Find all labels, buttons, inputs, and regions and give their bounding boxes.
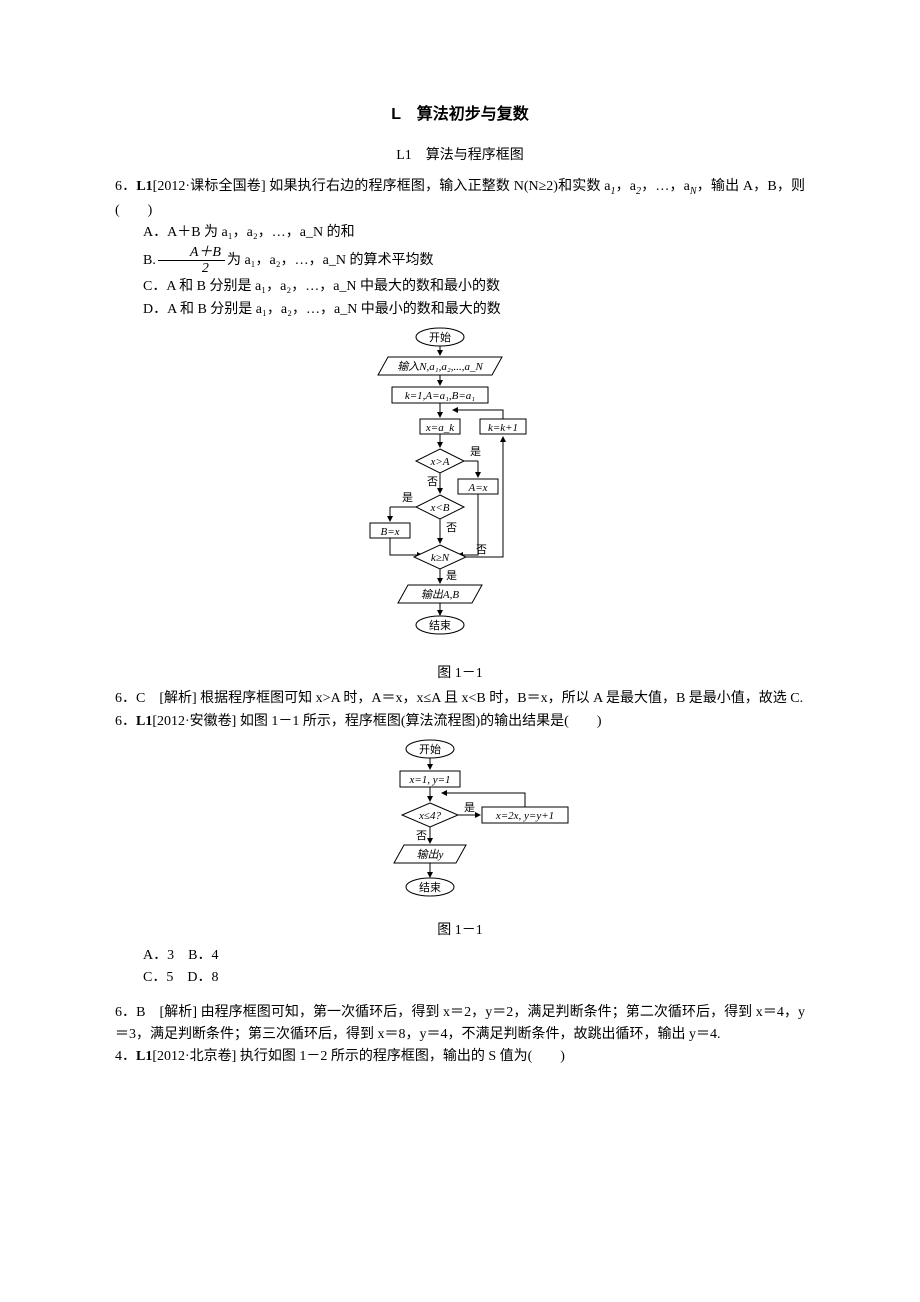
q3-number: 4． bbox=[115, 1049, 136, 1064]
q3-source: [2012·北京卷] bbox=[152, 1049, 236, 1064]
f1-yes-1: 是 bbox=[470, 445, 481, 458]
f2-start: 开始 bbox=[419, 742, 441, 756]
frac-num: A＋B bbox=[158, 245, 225, 261]
q1-source: [2012·课标全国卷] bbox=[153, 179, 266, 194]
q3-text: 执行如图 1－2 所示的程序框图，输出的 S 值为( ) bbox=[236, 1049, 565, 1064]
q1-optD: D．A 和 B 分别是 a₁，a₂，…，a_N 中最小的数和最大的数 bbox=[115, 299, 805, 321]
fraction: A＋B2 bbox=[158, 245, 225, 277]
f2-end: 结束 bbox=[419, 881, 441, 894]
ans1-text: 根据程序框图可知 x>A 时，A＝x，x≤A 且 x<B 时，B＝x，所以 A … bbox=[200, 691, 803, 706]
f2-yes: 是 bbox=[464, 801, 475, 814]
f1-cond-xb: x<B bbox=[429, 502, 449, 514]
f2-no: 否 bbox=[416, 830, 427, 842]
flow1-caption: 图 1－1 bbox=[115, 662, 805, 682]
sub-title: L1 算法与程序框图 bbox=[115, 144, 805, 164]
q1-optB-prefix: B. bbox=[143, 253, 156, 268]
f1-no-2: 否 bbox=[446, 522, 457, 534]
q2-source: [2012·安徽卷] bbox=[152, 714, 236, 729]
ans2-prefix: 6．B [解析] bbox=[115, 1005, 201, 1020]
flowchart-1: 开始 输入N,a₁,a₂,...,a_N k=1,A=a₁,B=a₁ x=a_k… bbox=[115, 325, 805, 660]
q2-tag: L1 bbox=[136, 714, 152, 729]
f1-input: 输入N,a₁,a₂,...,a_N bbox=[397, 360, 483, 373]
f1-assign-x: x=a_k bbox=[425, 422, 455, 434]
f1-end: 结束 bbox=[429, 619, 451, 632]
q2-number: 6． bbox=[115, 714, 136, 729]
f1-yes-3: 是 bbox=[446, 569, 457, 582]
f1-no-1: 否 bbox=[427, 476, 438, 488]
f2-cond: x≤4? bbox=[418, 810, 441, 822]
f2-update: x=2x, y=y+1 bbox=[495, 810, 554, 822]
q1-text-a: 如果执行右边的程序框图，输入正整数 N(N≥2)和实数 a bbox=[266, 179, 611, 194]
q1-stem: 6．L1[2012·课标全国卷] 如果执行右边的程序框图，输入正整数 N(N≥2… bbox=[115, 176, 805, 222]
frac-den: 2 bbox=[158, 261, 225, 276]
ans2-text: 由程序框图可知，第一次循环后，得到 x＝2，y＝2，满足判断条件；第二次循环后，… bbox=[115, 1005, 805, 1042]
f1-assign-a: A=x bbox=[467, 482, 487, 494]
f2-output: 输出y bbox=[417, 848, 444, 861]
q1-optA: A．A＋B 为 a₁，a₂，…，a_N 的和 bbox=[115, 222, 805, 244]
q2-options-row1: A．3 B．4 bbox=[115, 945, 805, 967]
f1-init: k=1,A=a₁,B=a₁ bbox=[405, 390, 475, 402]
f1-output: 输出A,B bbox=[421, 588, 459, 601]
f1-cond-xa: x>A bbox=[429, 456, 449, 468]
f1-start: 开始 bbox=[429, 330, 451, 344]
ans1-prefix: 6．C [解析] bbox=[115, 691, 200, 706]
q2-text: 如图 1－1 所示，程序框图(算法流程图)的输出结果是( ) bbox=[236, 714, 601, 729]
q1-optB-suffix: 为 a₁，a₂，…，a_N 的算术平均数 bbox=[227, 253, 434, 268]
q1-text-c: ，…，a bbox=[641, 179, 690, 194]
q2-stem: 6．L1[2012·安徽卷] 如图 1－1 所示，程序框图(算法流程图)的输出结… bbox=[115, 711, 805, 733]
q1-optC: C．A 和 B 分别是 a₁，a₂，…，a_N 中最大的数和最小的数 bbox=[115, 276, 805, 298]
main-title: L 算法初步与复数 bbox=[115, 100, 805, 124]
flow2-caption: 图 1－1 bbox=[115, 919, 805, 939]
f1-no-3: 否 bbox=[476, 544, 487, 556]
f1-assign-b: B=x bbox=[380, 526, 399, 538]
answer-1: 6．C [解析] 根据程序框图可知 x>A 时，A＝x，x≤A 且 x<B 时，… bbox=[115, 688, 805, 710]
q3-tag: L1 bbox=[136, 1049, 152, 1064]
f1-inc: k=k+1 bbox=[488, 422, 518, 434]
q1-text-b: ，a bbox=[615, 179, 636, 194]
f1-yes-2: 是 bbox=[402, 491, 413, 504]
q1-optB: B.A＋B2为 a₁，a₂，…，a_N 的算术平均数 bbox=[115, 245, 805, 277]
f2-init: x=1, y=1 bbox=[408, 774, 450, 786]
q1-number: 6． bbox=[115, 179, 136, 194]
q3-stem: 4．L1[2012·北京卷] 执行如图 1－2 所示的程序框图，输出的 S 值为… bbox=[115, 1046, 805, 1068]
answer-2: 6．B [解析] 由程序框图可知，第一次循环后，得到 x＝2，y＝2，满足判断条… bbox=[115, 1002, 805, 1047]
f1-cond-kn: k≥N bbox=[431, 552, 450, 564]
q1-tag: L1 bbox=[136, 179, 152, 194]
q2-options-row2: C．5 D．8 bbox=[115, 967, 805, 989]
sub-N: N bbox=[690, 186, 697, 197]
flowchart-2: 开始 x=1, y=1 x≤4? 是 否 x=2x, y=y+1 输出y 结束 bbox=[115, 737, 805, 917]
